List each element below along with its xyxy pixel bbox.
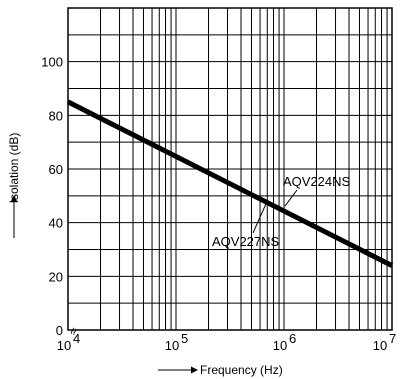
series-label-leaders <box>252 189 298 234</box>
x-tick-exponent: 5 <box>181 331 188 346</box>
x-axis-title-group: Frequency (Hz) <box>158 363 283 377</box>
y-tick-label: 40 <box>49 216 63 231</box>
y-tick-label: 20 <box>49 269 63 284</box>
x-tick-exponent: 7 <box>389 331 396 346</box>
series-label-aqv224ns: AQV224NS <box>283 174 351 189</box>
y-tick-label: 100 <box>41 55 63 70</box>
x-tick-exponent: 6 <box>289 331 296 346</box>
x-tick-label: 10 <box>273 338 287 353</box>
x-axis-tick-labels: 10 4 10 5 10 6 10 7 <box>57 331 396 353</box>
grid-lines <box>68 8 392 330</box>
leader-aqv224ns <box>284 189 298 207</box>
y-axis-title-group: Isolation (dB) <box>7 133 21 238</box>
x-tick-label: 10 <box>373 338 387 353</box>
series-label-aqv227ns: AQV227NS <box>212 234 280 249</box>
y-tick-label: 0 <box>56 323 63 338</box>
series-line <box>66 99 394 268</box>
y-axis-tick-labels: 0 20 40 60 80 100 <box>41 55 63 338</box>
y-axis-title: Isolation (dB) <box>7 133 21 204</box>
x-tick-label: 10 <box>57 338 71 353</box>
plot-frame <box>67 7 393 331</box>
y-axis-arrowhead <box>10 195 18 202</box>
x-axis-title: Frequency (Hz) <box>200 363 283 377</box>
leader-aqv227ns <box>252 203 267 234</box>
y-tick-label: 60 <box>49 162 63 177</box>
y-tick-label: 80 <box>49 108 63 123</box>
x-axis-arrowhead <box>191 366 198 374</box>
axis-break-symbol: ≈ <box>65 325 82 337</box>
series-labels: AQV224NS AQV227NS <box>212 174 351 249</box>
x-tick-exponent: 4 <box>73 331 80 346</box>
x-tick-label: 10 <box>165 338 179 353</box>
data-series <box>66 99 394 268</box>
